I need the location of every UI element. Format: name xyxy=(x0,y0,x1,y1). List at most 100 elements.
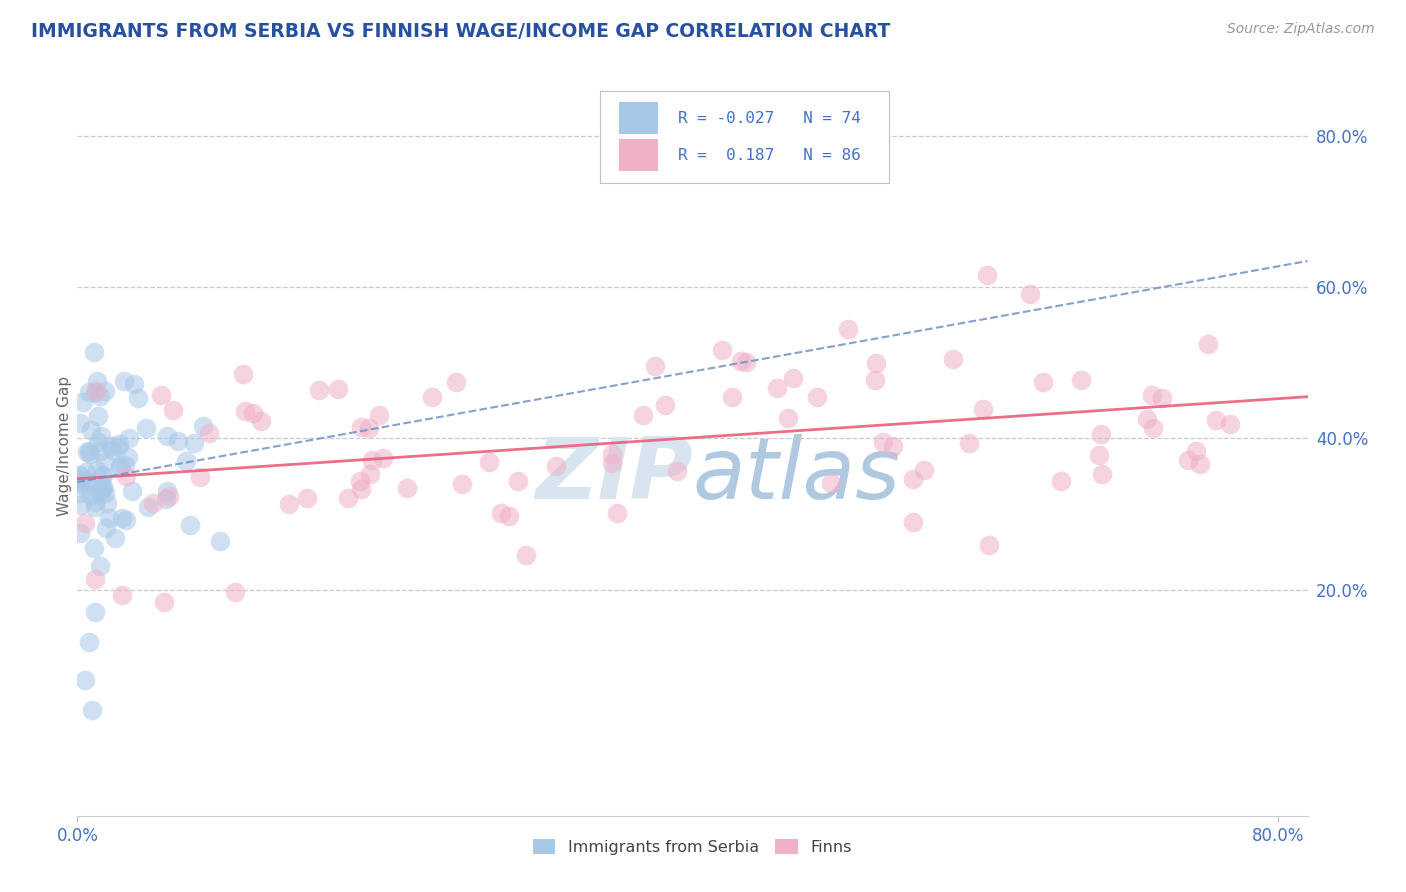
Point xyxy=(69,467,91,482)
Point xyxy=(111,510,134,524)
Point xyxy=(820,476,842,491)
Point xyxy=(721,390,744,404)
Point xyxy=(198,426,221,441)
Point xyxy=(1142,421,1164,435)
Point xyxy=(77,384,100,399)
Point xyxy=(295,491,318,506)
Point xyxy=(69,417,91,431)
Point xyxy=(1197,337,1219,351)
Point xyxy=(73,673,96,688)
Point xyxy=(546,458,568,473)
Point xyxy=(90,429,112,443)
Point xyxy=(451,477,474,491)
Point xyxy=(72,395,94,409)
Point xyxy=(76,475,98,489)
Point xyxy=(156,483,179,498)
Point xyxy=(711,343,734,357)
Point xyxy=(735,355,758,369)
Point xyxy=(84,384,107,399)
Point xyxy=(87,485,110,500)
Point xyxy=(83,541,105,555)
Point xyxy=(174,454,197,468)
Point xyxy=(179,518,201,533)
Point xyxy=(91,480,114,494)
Point xyxy=(79,447,101,461)
Point xyxy=(498,508,520,523)
Text: IMMIGRANTS FROM SERBIA VS FINNISH WAGE/INCOME GAP CORRELATION CHART: IMMIGRANTS FROM SERBIA VS FINNISH WAGE/I… xyxy=(31,22,890,41)
Point xyxy=(224,585,246,599)
Point xyxy=(901,515,924,529)
Point xyxy=(776,411,799,425)
Point xyxy=(644,359,666,373)
Point xyxy=(87,409,110,423)
Point xyxy=(1205,413,1227,427)
Point xyxy=(308,384,330,398)
Point xyxy=(155,492,177,507)
Y-axis label: Wage/Income Gap: Wage/Income Gap xyxy=(56,376,72,516)
Point xyxy=(183,435,205,450)
Point xyxy=(631,408,654,422)
Point xyxy=(188,469,211,483)
Point xyxy=(600,447,623,461)
Point xyxy=(942,352,965,367)
Point xyxy=(337,491,360,505)
Point xyxy=(957,435,980,450)
Point xyxy=(157,489,180,503)
Point xyxy=(865,356,887,370)
Point xyxy=(94,455,117,469)
Point xyxy=(83,345,105,359)
Point xyxy=(86,463,108,477)
Point xyxy=(665,464,688,478)
Point xyxy=(84,384,107,399)
Point xyxy=(606,506,628,520)
Point xyxy=(901,472,924,486)
Point xyxy=(114,468,136,483)
Point xyxy=(118,431,141,445)
Point xyxy=(82,703,104,717)
Point xyxy=(349,474,371,488)
Point xyxy=(73,516,96,531)
Text: ZIP: ZIP xyxy=(534,434,693,517)
Point xyxy=(94,485,117,500)
Point xyxy=(515,548,537,562)
Point xyxy=(806,390,828,404)
Point xyxy=(162,403,184,417)
Point xyxy=(122,376,145,391)
Point xyxy=(1050,474,1073,488)
Point xyxy=(1019,287,1042,301)
Point xyxy=(96,520,118,534)
Point xyxy=(865,374,887,388)
Text: R =  0.187   N = 86: R = 0.187 N = 86 xyxy=(678,147,860,162)
Point xyxy=(837,322,859,336)
Point xyxy=(136,500,159,514)
Point xyxy=(1090,426,1112,441)
Point xyxy=(359,467,381,482)
Point xyxy=(83,500,105,515)
Point xyxy=(89,444,111,458)
Point xyxy=(142,496,165,510)
Point xyxy=(90,467,112,482)
Point xyxy=(766,381,789,395)
Point xyxy=(90,483,112,498)
Point xyxy=(121,484,143,499)
Point xyxy=(328,382,350,396)
Point xyxy=(107,436,129,450)
Point xyxy=(153,595,176,609)
Point xyxy=(112,374,135,388)
Point xyxy=(149,388,172,402)
Point xyxy=(156,429,179,443)
Point xyxy=(361,453,384,467)
FancyBboxPatch shape xyxy=(619,103,658,134)
Point xyxy=(420,391,443,405)
Point xyxy=(83,494,105,508)
Point xyxy=(912,462,935,476)
Point xyxy=(79,635,101,649)
Point xyxy=(107,440,129,454)
Point xyxy=(395,481,418,495)
Point xyxy=(508,474,530,488)
Point xyxy=(89,389,111,403)
Point xyxy=(478,455,501,469)
Point xyxy=(84,572,107,586)
Point xyxy=(1070,373,1092,387)
Point xyxy=(359,421,381,435)
